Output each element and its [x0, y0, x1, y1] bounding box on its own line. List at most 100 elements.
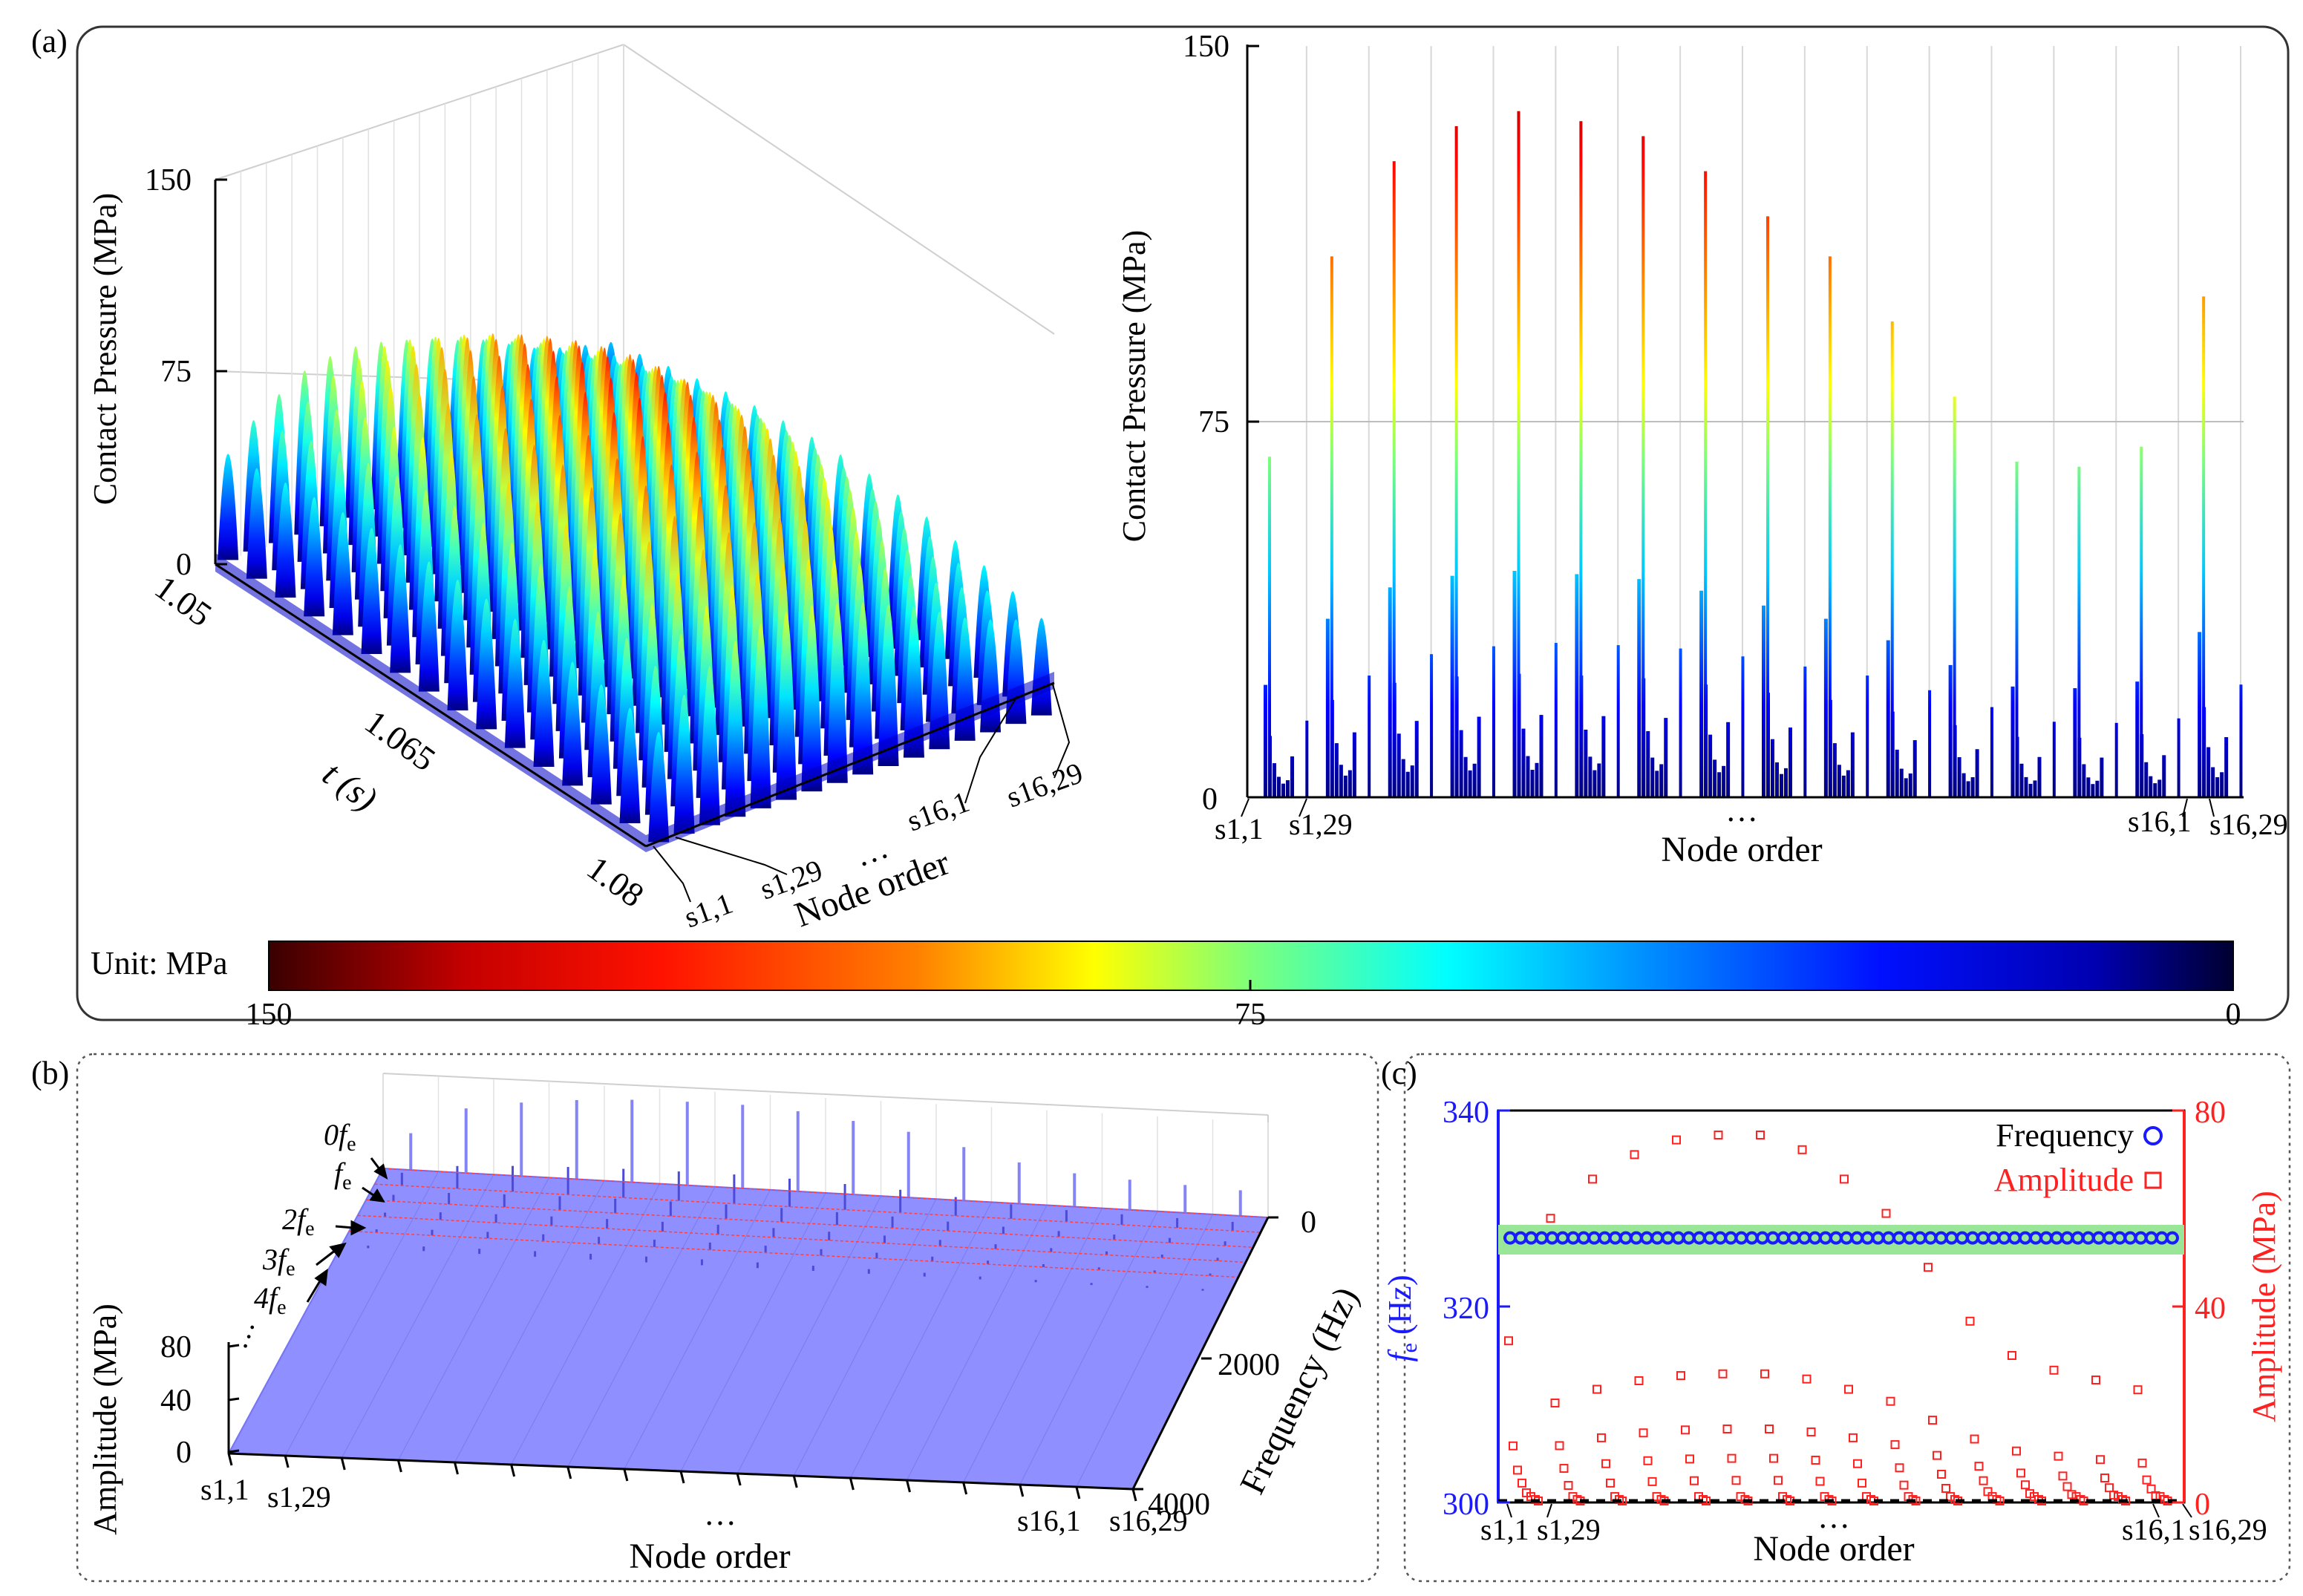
- a2d-sub-bar: [1646, 730, 1650, 797]
- c-right-tick-40: 40: [2195, 1292, 2226, 1326]
- a2d-sub-bar: [1948, 664, 1953, 797]
- a2d-sub-bar: [1908, 773, 1912, 797]
- a2d-peak-bar: [1890, 321, 1894, 798]
- a2d-sub-bar: [1348, 770, 1352, 797]
- b-harm-spike: [456, 1165, 459, 1189]
- b-dc-spike: [464, 1108, 468, 1174]
- panel-a-frame: [76, 25, 2290, 1021]
- b-harm-spike: [1050, 1248, 1053, 1252]
- a3d-peak: [725, 640, 746, 817]
- a2d-sub-bar: [1352, 732, 1356, 797]
- b-harm-spike: [931, 1256, 934, 1262]
- a2d-peak-bar: [1828, 256, 1832, 797]
- b-freq-tick-4000: 4000: [1148, 1488, 1210, 1522]
- c-xlabel: Node order: [1753, 1529, 1914, 1569]
- b-node-tick: [284, 1455, 290, 1468]
- a3d-node-axis: [645, 681, 1055, 848]
- a2d-sub-bar: [1904, 778, 1908, 797]
- c-amplitude-point: [2096, 1455, 2105, 1465]
- a3d-peak: [562, 661, 584, 786]
- a2d-node-s161: s16,1: [2128, 805, 2192, 838]
- b-node-tick: [906, 1479, 911, 1493]
- c-amplitude-point: [1965, 1316, 1975, 1326]
- c-amplitude-point: [1941, 1483, 1950, 1493]
- b-harm-spike: [811, 1266, 814, 1272]
- a2d-sub-bar: [2239, 684, 2243, 797]
- panel-c-label: (c): [1381, 1055, 1417, 1091]
- b-node-s1629: s16,29: [1109, 1504, 1188, 1537]
- b-harm-2fe-main: 2f: [282, 1203, 309, 1236]
- c-amplitude-point: [1718, 1369, 1728, 1378]
- b-harm-4fe-sub: e: [277, 1296, 286, 1319]
- a2d-sub-bar: [1788, 727, 1792, 797]
- c-amplitude-point: [1928, 1416, 1937, 1425]
- b-dc-spike: [630, 1099, 634, 1183]
- a3d-node-s11-text: s1,1: [680, 886, 737, 935]
- b-harm-spike: [1224, 1241, 1226, 1246]
- a2d-sub-bar: [1722, 765, 1726, 797]
- a3d-peak: [903, 606, 924, 758]
- a2d-ylabel: Contact Pressure (MPa): [1116, 230, 1152, 542]
- a2d-peak-bar: [1517, 111, 1520, 797]
- c-node-s129: s1,29: [1537, 1513, 1601, 1546]
- c-amplitude-point: [1849, 1433, 1858, 1442]
- c-node-s11: s1,1: [1480, 1513, 1529, 1546]
- b-harm-spike: [756, 1262, 759, 1269]
- a2d-sub-bar: [2086, 777, 2091, 797]
- b-harm-spike: [843, 1184, 846, 1210]
- b-harm-spike: [875, 1252, 878, 1259]
- a2d-sub-bar: [1957, 757, 1961, 797]
- a3d-ztick-0: 0: [176, 548, 192, 582]
- c-left-label: fe (Hz): [1382, 1275, 1422, 1361]
- c-amplitude-point: [2100, 1474, 2109, 1482]
- a2d-sub-bar: [1330, 699, 1334, 797]
- c-amplitude-point: [1844, 1384, 1853, 1394]
- a2d-peak-bar: [1953, 396, 1956, 797]
- c-amplitude-point: [1815, 1476, 1825, 1486]
- a2d-sub-bar: [2024, 776, 2028, 797]
- a2d-sub-bar: [1866, 676, 1869, 797]
- a3d-peak: [750, 623, 771, 808]
- c-right-ticks: [2172, 1109, 2184, 1504]
- b-harm-spike: [367, 1246, 370, 1249]
- c-legend-amplitude: Amplitude: [1994, 1162, 2134, 1198]
- b-harm-spike: [788, 1178, 791, 1207]
- a3d-peak: [332, 511, 353, 635]
- c-amplitude-point: [2012, 1446, 2021, 1456]
- b-harm-spike: [1065, 1210, 1068, 1222]
- b-node-tick: [510, 1464, 516, 1477]
- a2d-sub-bar: [1450, 575, 1454, 797]
- b-dc-spike: [575, 1099, 578, 1180]
- c-left-tick-300: 300: [1443, 1488, 1489, 1522]
- a3d-ttick-1.05: 1.05: [148, 568, 219, 634]
- a2d-peak-bar: [1268, 457, 1271, 797]
- a2d-sub-bar: [1414, 721, 1419, 797]
- a2d-sub-bar: [1597, 763, 1601, 797]
- a2d-sub-bar: [1281, 783, 1285, 797]
- c-amplitude-point: [1937, 1469, 1946, 1479]
- a2d-sub-bar: [2149, 776, 2153, 797]
- a2d-sub-bar: [1823, 618, 1828, 797]
- b-harm-3fe-main: 3f: [262, 1243, 290, 1276]
- a3d-node-s1629: s16,29: [1002, 756, 1088, 814]
- c-amplitude-point: [1797, 1145, 1807, 1154]
- a3d-peak: [418, 561, 440, 692]
- b-harm-2fe: 2fe: [282, 1203, 315, 1240]
- b-harm-3fe: 3fe: [262, 1243, 295, 1281]
- c-legend-amplitude-marker: [2144, 1171, 2162, 1189]
- c-amplitude-point: [1714, 1131, 1723, 1139]
- b-node-ticks: [227, 1453, 1137, 1502]
- c-amplitude-point: [1774, 1476, 1783, 1485]
- a2d-sub-bar: [1526, 756, 1530, 797]
- a2d-sub-bar: [1454, 676, 1459, 797]
- c-amplitude-point: [1881, 1209, 1891, 1218]
- a2d-sub-bar: [1837, 765, 1841, 797]
- a2d-sub-bar: [1401, 759, 1405, 797]
- c-left-ticks: [1498, 1109, 1510, 1504]
- a2d-node-ellipsis: …: [1725, 792, 1758, 828]
- a2d-sub-bar: [1780, 774, 1783, 797]
- b-amp-tick-0: 0: [176, 1436, 192, 1470]
- a2d-sub-bar: [1554, 643, 1558, 797]
- b-node-tick: [792, 1475, 798, 1488]
- a2d-sub-bar: [1664, 718, 1668, 797]
